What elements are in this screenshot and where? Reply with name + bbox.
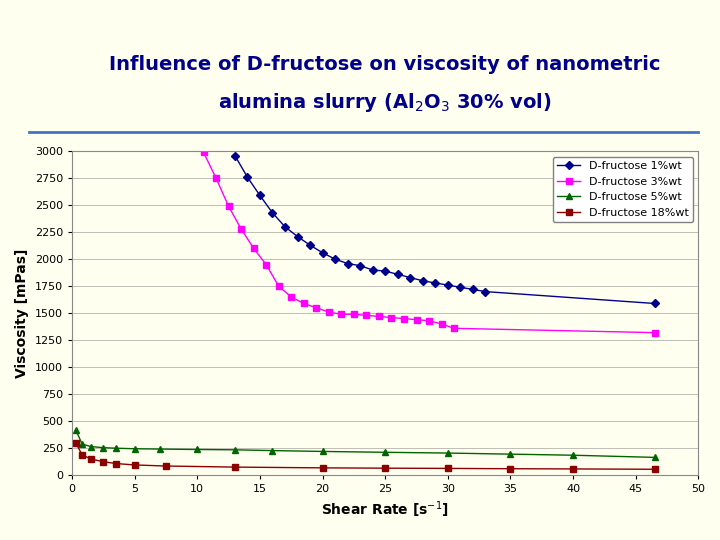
D-fructose 3%wt [425,318,433,324]
D-fructose 3%wt [249,245,258,252]
Y-axis label: Viscosity [mPas]: Viscosity [mPas] [15,248,30,378]
D-fructose 5%wt [268,447,276,454]
D-fructose 3%wt [450,325,459,332]
D-fructose 1%wt [418,278,427,284]
D-fructose 1%wt [650,300,659,307]
D-fructose 1%wt [381,268,390,274]
D-fructose 3%wt [287,294,296,300]
D-fructose 1%wt [481,288,490,295]
D-fructose 3%wt [387,314,396,321]
D-fructose 1%wt [256,192,264,199]
D-fructose 5%wt [506,451,515,457]
D-fructose 5%wt [78,441,86,447]
D-fructose 5%wt [156,446,164,453]
D-fructose 5%wt [381,449,390,456]
D-fructose 1%wt [431,280,440,286]
D-fructose 5%wt [112,445,120,451]
D-fructose 18%wt [506,465,515,472]
D-fructose 3%wt [437,321,446,327]
D-fructose 18%wt [99,458,108,465]
D-fructose 1%wt [456,284,464,291]
Line: D-fructose 1%wt: D-fructose 1%wt [232,153,657,306]
D-fructose 1%wt [281,224,289,230]
Legend: D-fructose 1%wt, D-fructose 3%wt, D-fructose 5%wt, D-fructose 18%wt: D-fructose 1%wt, D-fructose 3%wt, D-fruc… [553,157,693,222]
Text: alumina slurry (Al$_2$O$_3$ 30% vol): alumina slurry (Al$_2$O$_3$ 30% vol) [218,91,552,114]
Line: D-fructose 3%wt: D-fructose 3%wt [200,149,658,336]
D-fructose 3%wt [274,283,283,289]
D-fructose 18%wt [318,464,327,471]
D-fructose 5%wt [71,427,80,433]
D-fructose 1%wt [318,249,327,256]
Line: D-fructose 5%wt: D-fructose 5%wt [72,427,658,461]
D-fructose 18%wt [381,465,390,471]
D-fructose 18%wt [86,456,95,462]
D-fructose 18%wt [161,463,171,469]
D-fructose 5%wt [318,448,327,455]
D-fructose 1%wt [469,286,477,293]
D-fructose 5%wt [130,446,139,452]
D-fructose 18%wt [230,464,239,470]
D-fructose 3%wt [300,300,308,307]
D-fructose 1%wt [406,274,415,281]
D-fructose 3%wt [225,203,233,210]
D-fructose 3%wt [237,226,246,232]
D-fructose 5%wt [230,447,239,453]
Text: Influence of D-fructose on viscosity of nanometric: Influence of D-fructose on viscosity of … [109,55,661,75]
X-axis label: Shear Rate [s$^{-1}$]: Shear Rate [s$^{-1}$] [321,500,449,521]
D-fructose 3%wt [337,311,346,318]
D-fructose 3%wt [212,175,220,181]
D-fructose 3%wt [262,261,271,268]
D-fructose 3%wt [650,329,659,336]
D-fructose 18%wt [650,466,659,472]
D-fructose 3%wt [413,316,421,323]
D-fructose 5%wt [569,452,577,458]
D-fructose 5%wt [444,450,452,456]
D-fructose 18%wt [444,465,452,471]
D-fructose 3%wt [312,305,320,311]
D-fructose 1%wt [343,260,352,267]
D-fructose 18%wt [130,462,139,468]
D-fructose 18%wt [112,460,120,467]
D-fructose 5%wt [99,444,108,451]
D-fructose 1%wt [243,174,252,180]
D-fructose 5%wt [193,446,202,453]
D-fructose 1%wt [293,233,302,240]
D-fructose 1%wt [268,210,276,216]
D-fructose 3%wt [362,312,371,319]
D-fructose 1%wt [306,242,315,248]
D-fructose 3%wt [350,311,359,318]
D-fructose 1%wt [230,152,239,159]
D-fructose 1%wt [393,271,402,278]
D-fructose 18%wt [71,440,80,446]
D-fructose 1%wt [356,262,364,269]
D-fructose 3%wt [400,315,408,322]
D-fructose 3%wt [374,313,383,320]
D-fructose 3%wt [325,309,333,315]
D-fructose 1%wt [369,267,377,273]
D-fructose 18%wt [78,451,86,458]
D-fructose 3%wt [199,149,208,156]
D-fructose 5%wt [650,454,659,461]
Line: D-fructose 18%wt: D-fructose 18%wt [72,440,658,472]
D-fructose 5%wt [86,443,95,450]
D-fructose 18%wt [569,465,577,472]
D-fructose 1%wt [444,282,452,288]
D-fructose 1%wt [330,256,339,262]
